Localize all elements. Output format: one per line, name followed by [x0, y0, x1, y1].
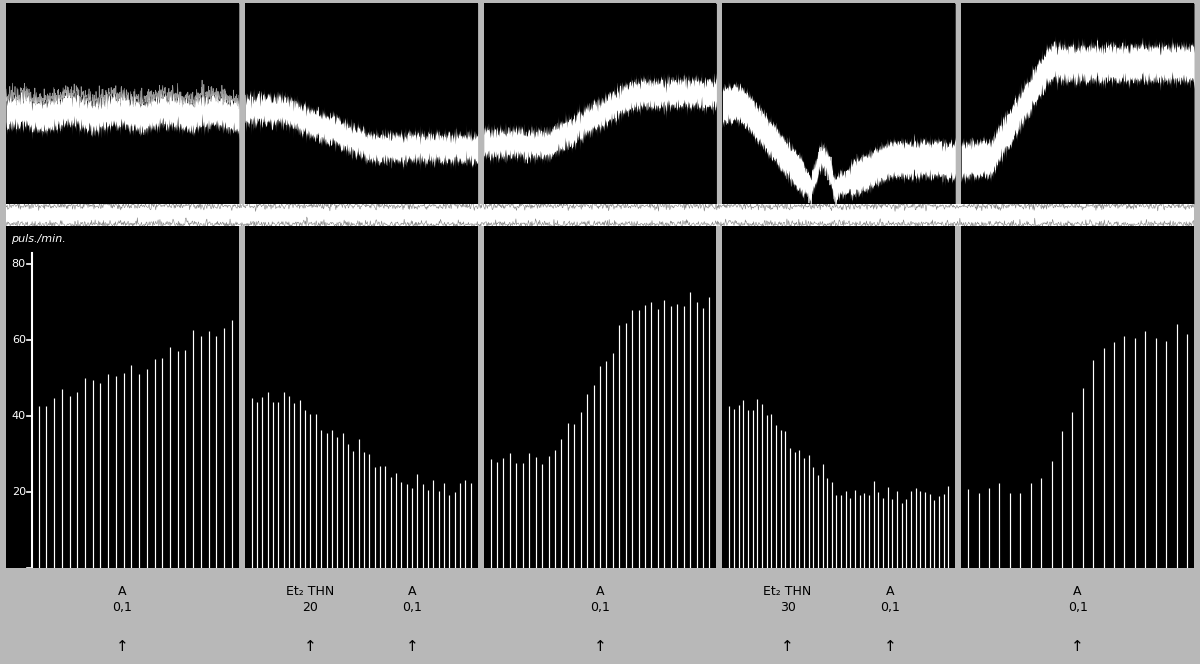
Text: 40: 40 [12, 411, 25, 421]
Text: A: A [1073, 584, 1082, 598]
Text: 20: 20 [302, 601, 318, 614]
Text: ↑: ↑ [594, 639, 606, 654]
Text: 0,1: 0,1 [402, 601, 422, 614]
Text: ↑: ↑ [304, 639, 317, 654]
Text: 60: 60 [12, 335, 25, 345]
Text: ↑: ↑ [781, 639, 794, 654]
Text: ↑: ↑ [883, 639, 896, 654]
Text: 20: 20 [12, 487, 25, 497]
Text: A: A [408, 584, 416, 598]
Text: 0,1: 0,1 [113, 601, 132, 614]
Text: A: A [595, 584, 605, 598]
Text: ↑: ↑ [116, 639, 128, 654]
Text: A: A [118, 584, 127, 598]
Text: 30: 30 [780, 601, 796, 614]
Text: A: A [886, 584, 894, 598]
Text: 0,1: 0,1 [1068, 601, 1087, 614]
Text: ↑: ↑ [1072, 639, 1084, 654]
Text: Et₂ THN: Et₂ THN [763, 584, 811, 598]
Text: 0,1: 0,1 [880, 601, 900, 614]
Text: puls./min.: puls./min. [11, 234, 66, 244]
Text: 80: 80 [12, 259, 25, 269]
Text: ↑: ↑ [406, 639, 419, 654]
Text: 0,1: 0,1 [590, 601, 610, 614]
Text: Et₂ THN: Et₂ THN [286, 584, 334, 598]
